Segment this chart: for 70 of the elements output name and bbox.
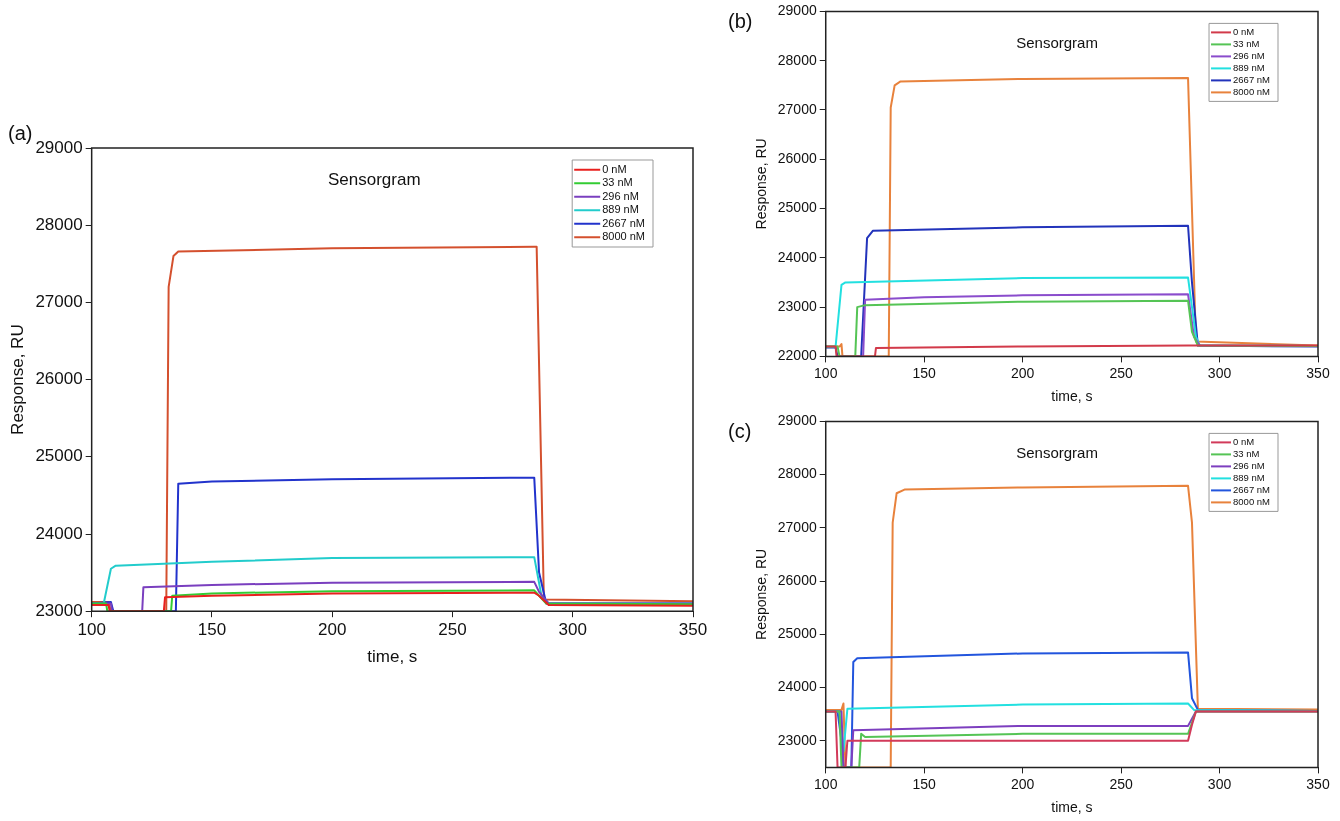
x-tick-label: 250 <box>1109 364 1133 381</box>
x-tick-label: 150 <box>197 620 227 640</box>
legend-label: 889 nM <box>1233 62 1265 74</box>
x-axis-title: time, s <box>367 647 418 667</box>
y-tick-label: 28000 <box>777 51 817 68</box>
legend-label: 0 nM <box>1233 436 1255 448</box>
x-tick-label: 250 <box>438 620 467 640</box>
y-tick-label: 29000 <box>777 2 817 19</box>
y-axis-title: Response, RU <box>753 138 770 230</box>
legend-label: 0 nM <box>602 162 627 175</box>
legend-label: 2667 nM <box>602 216 645 229</box>
x-tick-label: 200 <box>318 620 347 640</box>
y-axis-title: Response, RU <box>753 548 770 640</box>
x-tick-label: 250 <box>1109 775 1133 792</box>
y-tick-label: 27000 <box>777 100 817 117</box>
x-axis-title: time, s <box>1051 388 1093 405</box>
x-tick-label: 300 <box>1207 364 1232 381</box>
y-tick-label: 23000 <box>777 297 817 314</box>
legend-label: 33 nM <box>1233 448 1260 460</box>
text: (a) <box>8 121 33 144</box>
legend-label: 0 nM <box>1233 26 1255 38</box>
legend-label: 2667 nM <box>1233 74 1271 86</box>
x-tick-label: 350 <box>678 620 708 640</box>
y-tick-label: 26000 <box>777 150 817 167</box>
y-tick-label: 27000 <box>35 292 83 312</box>
x-tick-label: 150 <box>912 775 937 792</box>
x-tick-label: 100 <box>814 364 838 381</box>
x-tick-label: 350 <box>1306 364 1330 381</box>
y-tick-label: 23000 <box>777 731 817 748</box>
text: (c) <box>728 419 752 442</box>
legend-label: 8000 nM <box>602 230 645 243</box>
y-tick-label: 24000 <box>777 248 817 265</box>
y-tick-label: 27000 <box>777 518 817 535</box>
x-axis-title: time, s <box>1051 799 1093 816</box>
x-tick-label: 300 <box>558 620 587 640</box>
legend-label: 8000 nM <box>1233 496 1271 508</box>
legend-label: 296 nM <box>1233 460 1265 472</box>
x-tick-label: 300 <box>1207 775 1232 792</box>
y-tick-label: 22000 <box>777 347 817 364</box>
text: Sensorgram <box>1016 443 1098 461</box>
text: Sensorgram <box>327 169 421 189</box>
x-tick-label: 200 <box>1010 364 1035 381</box>
legend-label: 33 nM <box>602 176 633 189</box>
text: (b) <box>728 9 753 32</box>
legend-label: 296 nM <box>1233 50 1265 62</box>
y-tick-label: 29000 <box>777 412 817 429</box>
y-tick-label: 25000 <box>35 446 83 466</box>
y-tick-label: 26000 <box>777 571 817 588</box>
y-tick-label: 24000 <box>777 678 817 695</box>
legend-label: 296 nM <box>602 189 639 202</box>
y-tick-label: 29000 <box>35 137 83 157</box>
legend-label: 33 nM <box>1233 38 1260 50</box>
y-tick-label: 28000 <box>35 214 83 234</box>
legend-label: 889 nM <box>602 203 639 216</box>
x-tick-label: 100 <box>77 620 106 640</box>
text: Sensorgram <box>1016 33 1098 51</box>
y-tick-label: 28000 <box>777 465 817 482</box>
x-tick-label: 150 <box>912 364 937 381</box>
y-axis-title: Response, RU <box>7 324 27 435</box>
x-tick-label: 350 <box>1306 775 1330 792</box>
y-tick-label: 24000 <box>35 523 83 543</box>
legend-label: 2667 nM <box>1233 484 1271 496</box>
y-tick-label: 25000 <box>777 625 817 642</box>
y-tick-label: 25000 <box>777 199 817 216</box>
x-tick-label: 100 <box>814 775 838 792</box>
legend-label: 8000 nM <box>1233 86 1271 98</box>
legend-label: 889 nM <box>1233 472 1265 484</box>
x-tick-label: 200 <box>1010 775 1035 792</box>
y-tick-label: 26000 <box>35 369 83 389</box>
y-tick-label: 23000 <box>35 600 83 620</box>
